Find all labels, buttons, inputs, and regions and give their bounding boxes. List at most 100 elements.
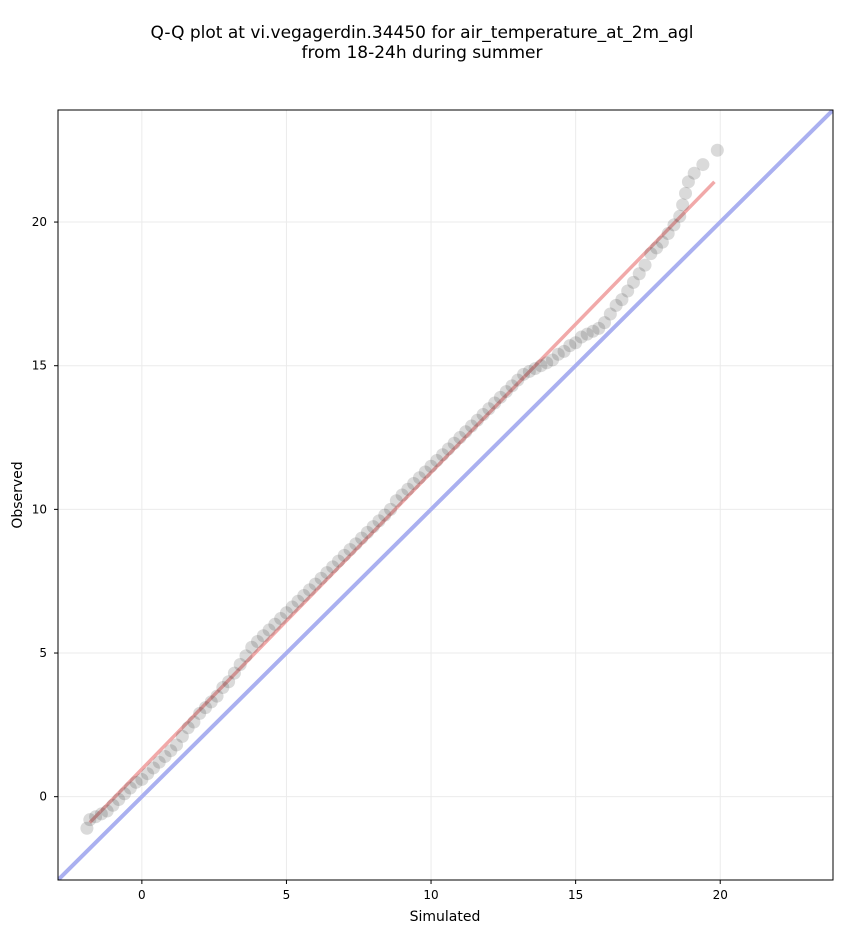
data-point — [505, 379, 519, 393]
data-point — [308, 577, 322, 591]
data-point — [245, 640, 259, 654]
data-point — [615, 293, 629, 307]
data-point — [274, 612, 288, 626]
data-point — [204, 695, 218, 709]
data-point — [401, 482, 415, 496]
data-point — [522, 364, 536, 378]
data-point — [239, 649, 253, 663]
data-point — [389, 494, 403, 508]
y-tick-label: 15 — [32, 359, 47, 373]
data-point — [291, 594, 305, 608]
data-point — [540, 356, 554, 370]
data-point — [545, 353, 559, 367]
data-point — [337, 548, 351, 562]
data-point — [493, 390, 507, 404]
data-point — [106, 798, 120, 812]
data-point — [251, 635, 265, 649]
data-point — [621, 284, 635, 298]
data-point — [279, 606, 293, 620]
data-point — [222, 675, 236, 689]
data-point — [123, 781, 137, 795]
data-point — [227, 666, 241, 680]
data-point — [598, 316, 612, 330]
data-point — [355, 531, 369, 545]
data-point — [476, 408, 490, 422]
data-point — [146, 761, 160, 775]
data-point — [488, 396, 502, 410]
data-point — [343, 543, 357, 557]
y-tick-label: 10 — [32, 502, 47, 516]
data-point — [482, 402, 496, 416]
data-point — [655, 235, 669, 249]
data-point — [181, 721, 195, 735]
data-point — [499, 385, 513, 399]
data-point — [297, 589, 311, 603]
data-point — [511, 373, 525, 387]
data-point — [673, 209, 687, 223]
data-point — [574, 330, 588, 344]
data-point — [681, 175, 695, 189]
grid-lines — [58, 110, 833, 880]
data-point — [94, 807, 108, 821]
y-tick-label: 5 — [39, 646, 47, 660]
data-point — [687, 166, 701, 180]
data-point — [470, 413, 484, 427]
data-point — [326, 560, 340, 574]
y-tick-label: 0 — [39, 790, 47, 804]
x-axis-ticks: 0 5 10 15 20 — [138, 880, 728, 902]
data-point — [152, 755, 166, 769]
data-point — [534, 359, 548, 373]
data-point — [112, 793, 126, 807]
data-point — [170, 738, 184, 752]
data-point — [372, 514, 386, 528]
data-point — [216, 681, 230, 694]
y-axis-ticks: 0 5 10 15 20 — [32, 215, 58, 804]
x-tick-label: 15 — [568, 888, 583, 902]
x-tick-label: 5 — [283, 888, 291, 902]
data-point — [412, 471, 426, 485]
data-point — [135, 772, 149, 786]
data-point — [551, 347, 565, 361]
data-point — [679, 186, 693, 200]
data-point — [164, 744, 178, 758]
data-point — [285, 600, 299, 614]
data-point — [129, 775, 143, 789]
data-point — [661, 227, 675, 241]
data-point — [557, 344, 571, 358]
x-axis-label: Simulated — [410, 909, 481, 925]
data-point — [710, 143, 724, 157]
data-point — [441, 442, 455, 456]
data-point — [517, 367, 531, 381]
data-point — [569, 336, 583, 350]
data-point — [465, 419, 479, 433]
chart-title: Q-Q plot at vi.vegagerdin.34450 for air_… — [150, 23, 693, 63]
data-point — [360, 525, 374, 539]
data-point — [158, 749, 172, 763]
data-point — [100, 804, 114, 818]
data-point — [384, 502, 398, 516]
data-point — [80, 821, 94, 835]
data-point — [528, 362, 542, 376]
data-point — [193, 706, 207, 720]
data-point — [187, 715, 201, 729]
x-tick-label: 10 — [423, 888, 438, 902]
plot-frame — [57, 109, 834, 881]
data-point — [141, 767, 155, 781]
data-point — [644, 247, 658, 261]
data-point — [586, 324, 600, 338]
x-tick-label: 0 — [138, 888, 146, 902]
data-point — [89, 810, 103, 824]
data-point — [632, 267, 646, 281]
data-point — [626, 275, 640, 289]
data-point — [256, 629, 270, 643]
data-point — [603, 307, 617, 321]
data-point — [638, 258, 652, 272]
data-point — [424, 459, 438, 473]
data-point — [366, 520, 380, 534]
data-point — [563, 339, 577, 353]
data-point — [436, 448, 450, 462]
data-point — [233, 658, 247, 672]
data-point — [320, 566, 334, 580]
